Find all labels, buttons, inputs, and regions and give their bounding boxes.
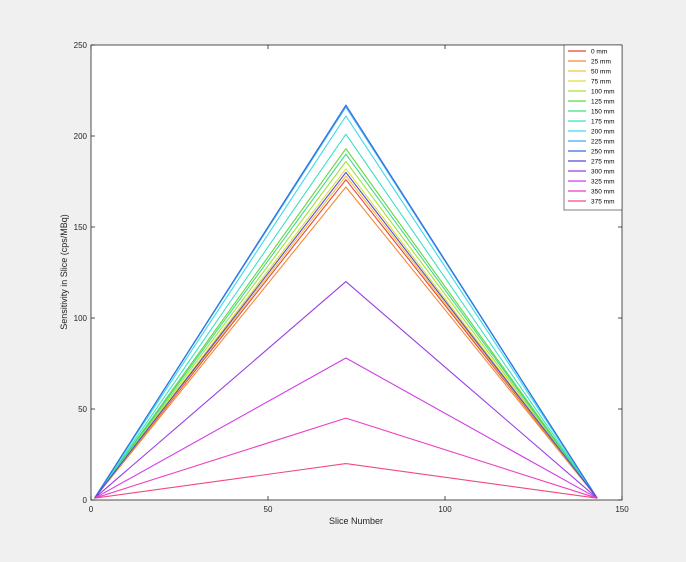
x-tick-label: 150 bbox=[615, 505, 629, 514]
series-line-7 bbox=[94, 133, 598, 499]
legend-box bbox=[563, 44, 623, 211]
series-line-2 bbox=[94, 175, 598, 499]
series-line-4 bbox=[94, 160, 598, 499]
x-tick-label: 0 bbox=[89, 505, 94, 514]
series-line-8 bbox=[94, 115, 598, 499]
series-line-6 bbox=[94, 153, 598, 499]
legend-label: 150 mm bbox=[591, 108, 614, 115]
x-tick-label: 50 bbox=[264, 505, 273, 514]
y-tick-label: 150 bbox=[74, 223, 88, 232]
series-line-12 bbox=[94, 281, 598, 499]
y-tick-label: 250 bbox=[74, 41, 88, 50]
legend-label: 250 mm bbox=[591, 148, 614, 155]
series-line-3 bbox=[94, 168, 598, 499]
legend-label: 350 mm bbox=[591, 188, 614, 195]
y-axis-label: Sensitivity in Slice (cps/MBq) bbox=[59, 214, 69, 330]
series-line-11 bbox=[94, 171, 598, 499]
series-line-15 bbox=[94, 463, 598, 499]
series-line-5 bbox=[94, 148, 598, 499]
legend-label: 50 mm bbox=[591, 68, 611, 75]
legend-label: 25 mm bbox=[591, 58, 611, 65]
x-axis-label: Slice Number bbox=[329, 516, 383, 526]
y-tick-label: 200 bbox=[74, 132, 88, 141]
legend-label: 375 mm bbox=[591, 198, 614, 205]
legend-label: 0 mm bbox=[591, 48, 607, 55]
legend-label: 325 mm bbox=[591, 178, 614, 185]
legend-label: 200 mm bbox=[591, 128, 614, 135]
series-lines bbox=[94, 104, 598, 499]
legend-label: 100 mm bbox=[591, 88, 614, 95]
y-tick-label: 100 bbox=[74, 314, 88, 323]
series-line-14 bbox=[94, 417, 598, 499]
x-tick-label: 100 bbox=[438, 505, 452, 514]
plot-area bbox=[90, 44, 623, 501]
legend-label: 75 mm bbox=[591, 78, 611, 85]
legend-label: 225 mm bbox=[591, 138, 614, 145]
legend: 0 mm 25 mm 50 mm 75 mm 100 mm 125 mm 150 mm 175… bbox=[563, 44, 623, 211]
y-tick-label: 50 bbox=[78, 405, 87, 414]
series-line-13 bbox=[94, 357, 598, 499]
series-line-10 bbox=[94, 104, 598, 499]
legend-label: 275 mm bbox=[591, 158, 614, 165]
y-tick-label: 0 bbox=[83, 496, 88, 505]
series-line-1 bbox=[94, 186, 598, 499]
legend-label: 175 mm bbox=[591, 118, 614, 125]
series-line-0 bbox=[94, 179, 598, 499]
legend-label: 300 mm bbox=[591, 168, 614, 175]
legend-label: 125 mm bbox=[591, 98, 614, 105]
